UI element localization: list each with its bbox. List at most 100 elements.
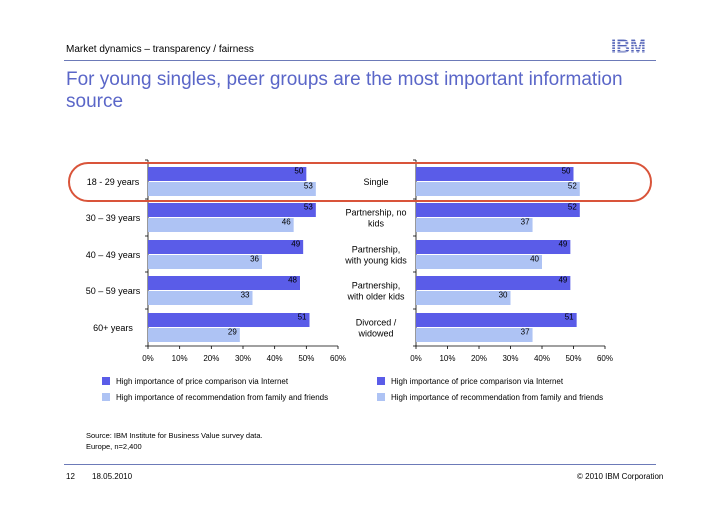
- category-label-line: 50 – 59 years: [86, 286, 141, 296]
- category-label-line: Partnership,: [352, 281, 401, 291]
- category-label: Divorced / widowed: [356, 318, 397, 339]
- bar: [416, 328, 533, 342]
- data-label: 51: [298, 313, 307, 322]
- header-divider: [64, 60, 656, 61]
- data-label: 53: [304, 203, 313, 212]
- bar: [416, 182, 580, 196]
- ibm-logo: IBM: [611, 37, 657, 60]
- x-tick-label: 40%: [534, 354, 550, 363]
- category-label: 50 – 59 years: [86, 286, 141, 296]
- chart-life-situation: 0% 10% 20% 30% 40% 50% 60% 50 52 Single 52 37 Partne…: [344, 159, 613, 363]
- legend-swatch: [377, 393, 385, 401]
- footer-date: 18.05.2010: [92, 472, 133, 481]
- category-label-line: Divorced /: [356, 318, 397, 328]
- bar: [416, 276, 571, 290]
- data-label: 40: [530, 255, 539, 264]
- category-label-line: Partnership,: [352, 245, 401, 255]
- x-tick-label: 40%: [267, 354, 283, 363]
- x-tick-label: 10%: [439, 354, 455, 363]
- bar: [148, 313, 310, 327]
- footer-copyright: © 2010 IBM Corporation: [577, 472, 664, 481]
- x-tick-label: 20%: [203, 354, 219, 363]
- category-label-line: 18 - 29 years: [87, 177, 140, 187]
- page-title: For young singles, peer groups are the m…: [66, 69, 623, 112]
- category-label: Partnership, no kids: [345, 208, 406, 229]
- legend-item: High importance of price comparison via …: [102, 374, 328, 388]
- bar: [148, 203, 316, 217]
- category-label: 40 – 49 years: [86, 250, 141, 260]
- bar: [148, 218, 294, 232]
- legend-swatch: [377, 377, 385, 385]
- category-label: Partnership, with young kids: [344, 245, 407, 266]
- category-label-line: widowed: [357, 329, 393, 339]
- category-label-line: Partnership, no: [345, 208, 406, 218]
- data-label: 37: [521, 328, 530, 337]
- legend-swatch: [102, 393, 110, 401]
- bar: [148, 182, 316, 196]
- bar: [416, 203, 580, 217]
- x-tick-label: 30%: [502, 354, 518, 363]
- category-label-line: with young kids: [344, 256, 407, 266]
- data-label: 53: [304, 182, 313, 191]
- bar: [148, 167, 307, 181]
- category-label: 30 – 39 years: [86, 213, 141, 223]
- source-line: Europe, n=2,400: [86, 442, 142, 451]
- data-label: 29: [228, 328, 237, 337]
- bar: [148, 255, 262, 269]
- category-label-line: kids: [368, 219, 385, 229]
- bar: [416, 218, 533, 232]
- data-label: 50: [562, 167, 571, 176]
- legend-item: High importance of price comparison via …: [377, 374, 603, 388]
- bar: [416, 313, 577, 327]
- data-label: 52: [568, 182, 577, 191]
- source-note: Source: IBM Institute for Business Value…: [86, 430, 263, 452]
- x-tick-label: 60%: [330, 354, 346, 363]
- category-label-line: 40 – 49 years: [86, 250, 141, 260]
- x-tick-label: 10%: [172, 354, 188, 363]
- category-label-line: with older kids: [346, 292, 405, 302]
- legend-label: High importance of price comparison via …: [116, 376, 289, 386]
- bar: [148, 276, 300, 290]
- category-label-line: 60+ years: [93, 323, 133, 333]
- category-label: Single: [363, 177, 388, 187]
- x-tick-label: 0%: [410, 354, 422, 363]
- bar: [148, 328, 240, 342]
- data-label: 46: [282, 218, 291, 227]
- data-label: 33: [241, 291, 250, 300]
- data-label: 36: [250, 255, 259, 264]
- page-number: 12: [66, 472, 75, 481]
- category-label-line: 30 – 39 years: [86, 213, 141, 223]
- footer-divider: [64, 464, 656, 465]
- breadcrumb: Market dynamics – transparency / fairnes…: [66, 44, 254, 55]
- legend-label: High importance of price comparison via …: [391, 376, 564, 386]
- bar: [416, 291, 511, 305]
- data-label: 52: [568, 203, 577, 212]
- x-tick-label: 30%: [235, 354, 251, 363]
- data-label: 49: [291, 240, 300, 249]
- data-label: 37: [521, 218, 530, 227]
- bar: [416, 255, 542, 269]
- legend-item: High importance of recommendation from f…: [102, 390, 328, 404]
- data-label: 49: [558, 240, 567, 249]
- data-label: 49: [558, 276, 567, 285]
- legend-label: High importance of recommendation from f…: [116, 392, 329, 402]
- bar: [416, 240, 571, 254]
- category-label: Partnership, with older kids: [346, 281, 405, 302]
- legend-swatch: [102, 377, 110, 385]
- ibm-logo-text: IBM: [611, 37, 646, 55]
- data-label: 50: [294, 167, 303, 176]
- category-label-line: Single: [363, 177, 388, 187]
- x-tick-label: 50%: [565, 354, 581, 363]
- category-label: 60+ years: [93, 323, 133, 333]
- highlight-oval: [68, 162, 652, 202]
- legend-right: High importance of price comparison via …: [377, 374, 603, 406]
- data-label: 51: [565, 313, 574, 322]
- legend-item: High importance of recommendation from f…: [377, 390, 603, 404]
- x-tick-label: 0%: [142, 354, 154, 363]
- x-tick-label: 60%: [597, 354, 613, 363]
- x-tick-label: 20%: [471, 354, 487, 363]
- category-label: 18 - 29 years: [87, 177, 140, 187]
- source-line: Source: IBM Institute for Business Value…: [86, 431, 263, 440]
